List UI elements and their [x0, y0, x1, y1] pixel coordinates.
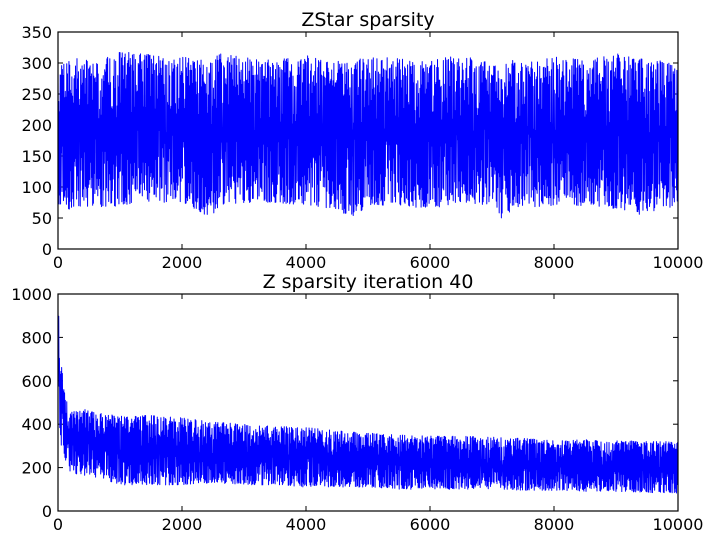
x-tick-label: 2000 — [162, 253, 203, 272]
y-tick-label: 50 — [32, 209, 52, 228]
y-tick-label: 0 — [42, 240, 52, 259]
x-tick-label: 2000 — [162, 515, 203, 534]
series-line — [57, 308, 679, 494]
series-line — [57, 51, 679, 219]
tick-labels: 0 2000 4000 6000 8000 10000 0 50 100 150 200 250 300… — [21, 23, 703, 272]
y-tick-label: 300 — [21, 54, 52, 73]
y-tick-label: 150 — [21, 147, 52, 166]
x-tick-label: 4000 — [286, 253, 327, 272]
chart-title: ZStar sparsity — [301, 9, 434, 31]
x-tick-label: 8000 — [534, 253, 575, 272]
y-tick-label: 200 — [21, 459, 52, 478]
tick-labels: 0 2000 4000 6000 8000 10000 0 200 400 600 800 1000 — [11, 285, 703, 534]
chart-zstar-sparsity: ZStar sparsity 0 2000 4000 6000 8000 10000 0 50… — [21, 9, 703, 272]
x-tick-label: 4000 — [286, 515, 327, 534]
x-tick-label: 10000 — [653, 515, 704, 534]
y-tick-label: 200 — [21, 116, 52, 135]
series-layer — [57, 308, 679, 494]
x-tick-label: 0 — [53, 253, 63, 272]
x-tick-label: 6000 — [410, 515, 451, 534]
chart-title: Z sparsity iteration 40 — [263, 271, 474, 293]
axes-frame — [57, 293, 679, 512]
chart-z-sparsity-iteration-40: Z sparsity iteration 40 0 2000 4000 6000 800… — [11, 271, 703, 534]
y-tick-label: 350 — [21, 23, 52, 42]
y-tick-label: 1000 — [11, 285, 52, 304]
x-tick-label: 10000 — [653, 253, 704, 272]
y-tick-label: 250 — [21, 85, 52, 104]
x-tick-label: 0 — [53, 515, 63, 534]
axes-frame — [57, 31, 679, 250]
y-tick-label: 0 — [42, 502, 52, 521]
x-tick-label: 8000 — [534, 515, 575, 534]
y-tick-label: 800 — [21, 328, 52, 347]
y-tick-label: 600 — [21, 372, 52, 391]
series-layer — [57, 51, 679, 219]
y-tick-label: 400 — [21, 415, 52, 434]
x-tick-label: 6000 — [410, 253, 451, 272]
y-tick-label: 100 — [21, 178, 52, 197]
